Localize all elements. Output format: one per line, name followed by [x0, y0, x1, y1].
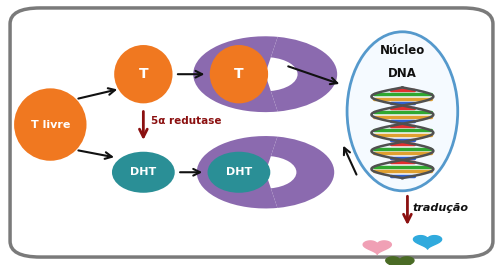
Text: RA: RA: [280, 70, 294, 79]
Text: T: T: [138, 67, 148, 81]
Ellipse shape: [208, 152, 270, 193]
Ellipse shape: [210, 45, 268, 103]
FancyBboxPatch shape: [10, 8, 493, 257]
Text: RA: RA: [279, 168, 293, 177]
Wedge shape: [271, 136, 334, 208]
Ellipse shape: [114, 45, 173, 103]
Polygon shape: [363, 241, 391, 254]
Ellipse shape: [112, 152, 175, 193]
Text: 5α redutase: 5α redutase: [151, 116, 221, 126]
Ellipse shape: [14, 88, 87, 161]
Polygon shape: [386, 257, 414, 265]
Text: DHT: DHT: [130, 167, 156, 177]
Wedge shape: [193, 36, 278, 112]
Wedge shape: [271, 37, 337, 112]
Ellipse shape: [347, 32, 458, 191]
Text: DNA: DNA: [388, 67, 417, 80]
Text: T: T: [234, 67, 244, 81]
Text: Núcleo: Núcleo: [380, 44, 425, 58]
Text: DHT: DHT: [226, 167, 252, 177]
Polygon shape: [413, 236, 442, 249]
Text: tradução: tradução: [412, 203, 468, 213]
Text: T livre: T livre: [31, 120, 70, 130]
Wedge shape: [197, 136, 278, 209]
